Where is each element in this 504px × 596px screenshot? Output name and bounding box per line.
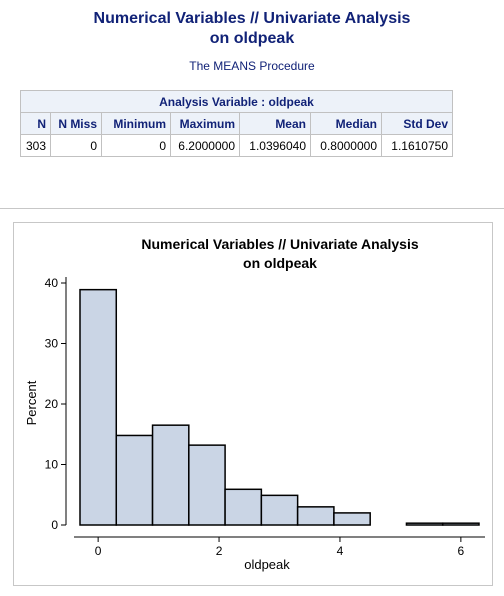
cell-median: 0.8000000 <box>310 134 382 157</box>
x-tick-label: 2 <box>216 544 223 558</box>
header-n: N <box>20 112 51 135</box>
table-caption: Analysis Variable : oldpeak <box>20 90 453 113</box>
report-title-line1: Numerical Variables // Univariate Analys… <box>93 10 411 27</box>
histogram-chart: Numerical Variables // Univariate Analys… <box>24 236 485 572</box>
header-maximum: Maximum <box>170 112 240 135</box>
cell-n: 303 <box>20 134 51 157</box>
header-std-dev: Std Dev <box>381 112 453 135</box>
histogram-panel: Numerical Variables // Univariate Analys… <box>13 222 493 586</box>
y-tick-label: 40 <box>45 276 59 290</box>
section-divider <box>0 208 504 209</box>
chart-title: Numerical Variables // Univariate Analys… <box>141 236 419 252</box>
y-tick-label: 30 <box>45 337 59 351</box>
histogram-bar <box>224 488 263 526</box>
y-tick-label: 0 <box>51 518 58 532</box>
cell-std-dev: 1.1610750 <box>381 134 453 157</box>
histogram-bar <box>296 506 335 526</box>
x-axis-label: oldpeak <box>244 557 290 572</box>
histogram-bar <box>115 434 154 526</box>
histogram-bar <box>441 522 480 526</box>
report-title-line2: on oldpeak <box>209 30 295 47</box>
x-tick-label: 0 <box>95 544 102 558</box>
procedure-name: The MEANS Procedure <box>189 59 315 73</box>
y-axis-label: Percent <box>24 380 39 425</box>
analysis-stats-table: Analysis Variable : oldpeak N N Miss Min… <box>20 90 453 157</box>
x-tick-label: 4 <box>337 544 344 558</box>
histogram-bar <box>151 424 190 526</box>
header-median: Median <box>310 112 382 135</box>
table-header-row: N N Miss Minimum Maximum Mean Median Std… <box>20 112 453 135</box>
y-tick-label: 10 <box>45 458 59 472</box>
histogram-bar <box>333 512 371 526</box>
chart-subtitle: on oldpeak <box>243 255 317 271</box>
histogram-bar <box>79 288 118 526</box>
cell-mean: 1.0396040 <box>239 134 311 157</box>
histogram-bar <box>405 522 444 526</box>
histogram-bar <box>260 494 299 526</box>
y-tick-label: 20 <box>45 397 59 411</box>
header-minimum: Minimum <box>101 112 171 135</box>
header-n-miss: N Miss <box>50 112 102 135</box>
table-row: 303 0 0 6.2000000 1.0396040 0.8000000 1.… <box>20 134 453 157</box>
x-tick-label: 6 <box>458 544 465 558</box>
histogram-bar <box>188 444 226 526</box>
cell-minimum: 0 <box>101 134 171 157</box>
header-mean: Mean <box>239 112 311 135</box>
cell-maximum: 6.2000000 <box>170 134 240 157</box>
cell-n-miss: 0 <box>50 134 102 157</box>
